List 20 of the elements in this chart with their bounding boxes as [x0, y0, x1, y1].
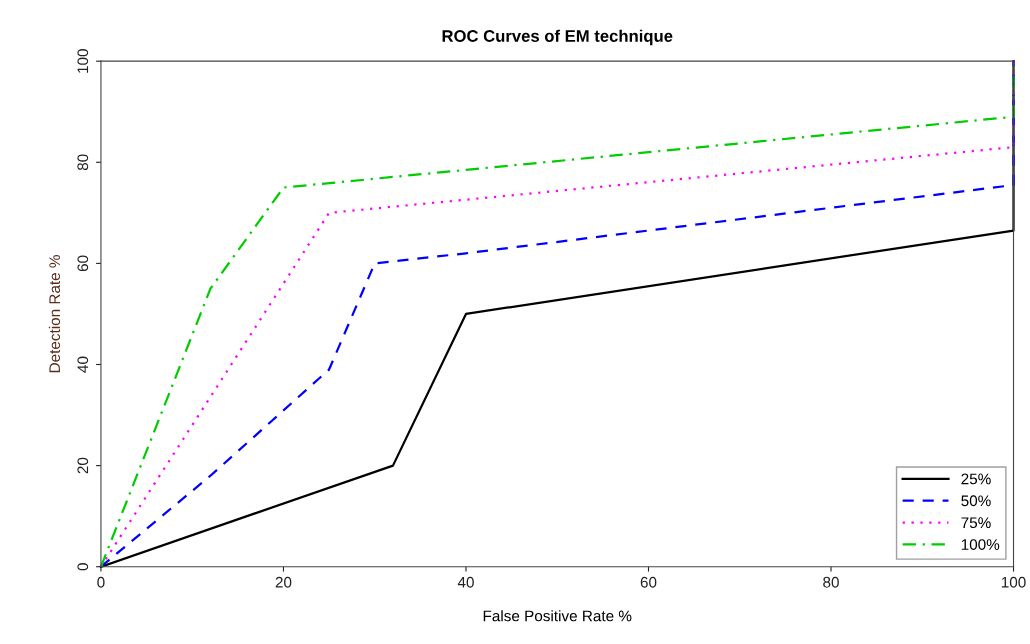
y-tick-label: 60 [77, 255, 89, 272]
legend-label: 50% [961, 495, 991, 507]
y-tick-label: 100 [77, 49, 89, 73]
y-axis-title: Detection Rate % [48, 255, 61, 373]
legend-label: 75% [961, 517, 991, 529]
x-tick-label: 40 [457, 576, 474, 588]
x-tick-label: 60 [640, 576, 657, 588]
line-series [99, 60, 1015, 568]
legend-label: 25% [961, 473, 991, 485]
y-tick-label: 80 [77, 154, 89, 171]
y-tick-label: 40 [77, 356, 89, 373]
x-tick-label: 0 [97, 576, 105, 588]
x-tick-label: 20 [275, 576, 292, 588]
x-tick-label: 80 [823, 576, 839, 588]
y-tick-label: 0 [77, 563, 89, 571]
x-axis-title: False Positive Rate % [483, 610, 632, 622]
x-tick-label: 100 [1001, 576, 1026, 588]
chart-title: ROC Curves of EM technique [442, 29, 673, 46]
y-tick-label: 20 [77, 457, 89, 474]
legend-label: 100% [961, 539, 1000, 550]
